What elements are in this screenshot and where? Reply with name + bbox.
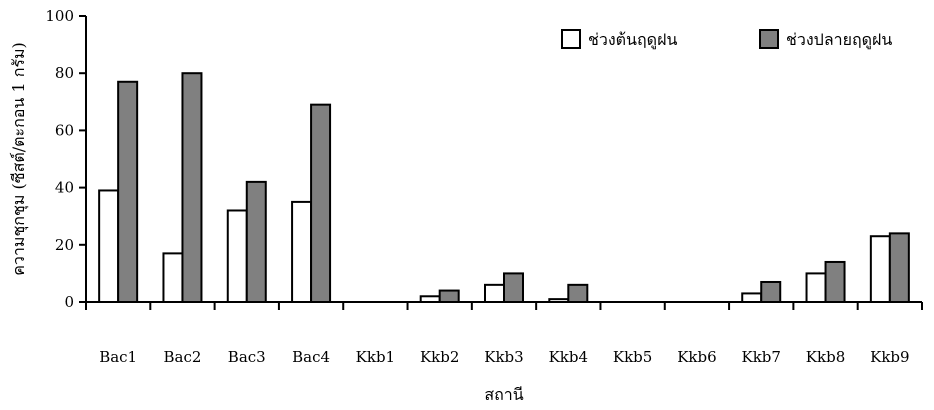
bar-early-bac1 [98, 189, 120, 304]
bar-late-kkb3 [503, 272, 524, 303]
bar-late-kkb8 [824, 260, 846, 303]
y-tick-label: 60 [55, 121, 74, 139]
bar-late-kkb2 [438, 289, 460, 303]
x-tick-label: Bac1 [99, 348, 137, 366]
bar-late-bac2 [181, 72, 203, 303]
x-tick-label: Bac4 [292, 348, 330, 366]
x-tick-label: Bac2 [164, 348, 202, 366]
bar-late-kkb7 [760, 280, 782, 304]
y-tick-label: 20 [55, 236, 74, 254]
bar-late-bac1 [117, 80, 139, 303]
axes-group [85, 16, 922, 303]
bar-late-bac4 [310, 103, 332, 303]
bar-late-kkb9 [888, 232, 910, 303]
x-tick-label: Kkb8 [806, 348, 845, 366]
bar-early-kkb9 [869, 235, 891, 303]
bar-early-bac2 [162, 252, 184, 304]
legend-swatch-late-rainy [759, 29, 779, 49]
x-tick-label: Bac3 [228, 348, 266, 366]
bar-early-bac4 [291, 200, 313, 303]
x-tick-label: Kkb7 [742, 348, 781, 366]
x-tick-label: Kkb1 [356, 348, 395, 366]
x-tick-label: Kkb9 [870, 348, 909, 366]
bar-late-bac3 [245, 180, 267, 304]
legend-label-late-rainy: ช่วงปลายฤดูฝน [786, 30, 892, 50]
y-tick-label: 100 [45, 7, 74, 25]
bar-late-kkb4 [567, 283, 589, 303]
x-tick-label: Kkb3 [484, 348, 523, 366]
y-ticks-group: 0 20 40 60 80 100 [45, 7, 86, 311]
x-tick-label: Kkb5 [613, 348, 652, 366]
x-tick-label: Kkb4 [549, 348, 588, 366]
legend-swatch-early-rainy [561, 29, 581, 49]
bar-early-kkb7 [741, 292, 763, 304]
bar-early-bac3 [226, 209, 248, 303]
bar-early-kkb8 [805, 272, 827, 303]
x-tick-label: Kkb6 [677, 348, 716, 366]
bar-early-kkb3 [484, 283, 505, 303]
x-axis-title: สถานี [484, 385, 523, 404]
legend-label-early-rainy: ช่วงต้นฤดูฝน [588, 30, 677, 50]
y-tick-label: 80 [55, 64, 74, 82]
legend: ช่วงต้นฤดูฝน ช่วงปลายฤดูฝน [561, 29, 892, 50]
x-ticks-group: Bac1 Bac2 Bac3 Bac4 Kkb1 Kkb2 Kkb3 Kkb4 Kkb5 Kkb6… [85, 302, 923, 366]
y-tick-label: 40 [55, 179, 74, 197]
bars-group [98, 72, 910, 304]
y-axis-title: ความชุกชุม (ซีสต์/ตะกอน 1 กรัม) [9, 42, 29, 276]
y-tick-label: 0 [64, 293, 74, 311]
x-tick-label: Kkb2 [420, 348, 459, 366]
